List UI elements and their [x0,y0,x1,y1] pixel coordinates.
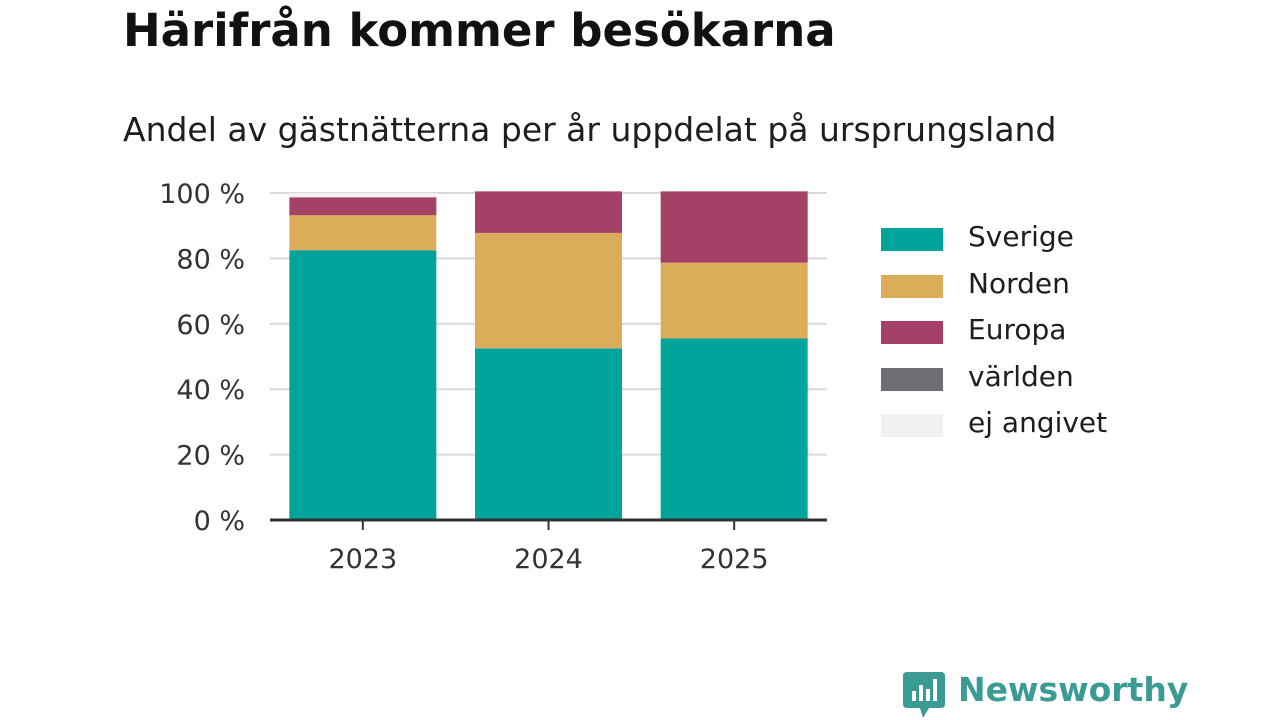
legend-swatch [881,228,943,251]
y-tick-label: 100 % [159,179,245,210]
bar-segment [289,215,437,251]
chart-subtitle: Andel av gästnätterna per år uppdelat på… [123,110,1057,149]
legend-swatch [881,321,943,344]
chart-title: Härifrån kommer besökarna [123,4,836,57]
legend-swatch [881,367,943,391]
legend-label: Europa [968,313,1067,346]
legend-label: ej angivet [968,406,1108,439]
bar-segment [289,250,437,520]
x-tick-label: 2024 [514,544,583,575]
legend-item: Norden [880,263,1200,309]
legend-swatch [881,414,943,437]
legend-item: Sverige [880,216,1200,262]
legend-label: världen [968,359,1074,393]
legend-label: Sverige [968,220,1074,253]
x-tick-label: 2023 [328,544,397,575]
brand-name: Newsworthy [958,670,1189,709]
legend-item: världen [880,356,1200,402]
brand-logo: Newsworthy [903,670,1188,718]
bar-segment [475,232,622,349]
bar-segment [660,262,808,339]
bar-segment [475,348,622,520]
y-tick-label: 40 % [176,375,245,406]
legend-item: ej angivet [880,402,1200,448]
y-tick-label: 0 % [194,506,245,537]
bar-segment [289,193,437,198]
legend-label: Norden [968,266,1070,300]
newsworthy-logo-icon [903,672,945,718]
x-tick-label: 2025 [700,544,769,575]
y-tick-label: 60 % [176,310,245,341]
bar-segment [660,191,808,263]
legend-item: Europa [880,309,1200,355]
y-tick-label: 80 % [176,244,245,275]
bar-segment [475,191,622,233]
bar-segment [289,197,437,216]
legend-swatch [881,274,943,298]
bar-segment [660,338,808,520]
y-tick-label: 20 % [176,441,245,472]
